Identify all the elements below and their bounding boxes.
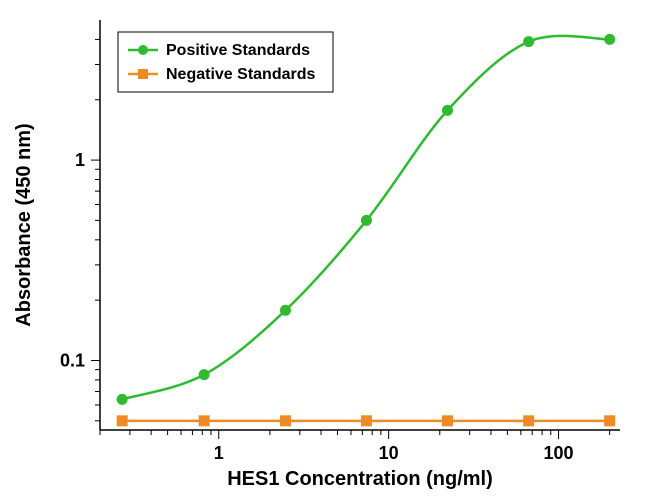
x-tick-label: 1 <box>214 443 224 463</box>
legend-marker-square <box>138 69 148 79</box>
data-marker-square <box>117 416 127 426</box>
x-tick-label: 100 <box>544 443 574 463</box>
y-tick-label: 0.1 <box>60 350 85 370</box>
y-tick-label: 1 <box>75 150 85 170</box>
data-marker-circle <box>280 305 290 315</box>
data-marker-square <box>524 416 534 426</box>
data-marker-square <box>361 416 371 426</box>
data-marker-square <box>280 416 290 426</box>
data-marker-circle <box>117 394 127 404</box>
chart-svg: 1101000.11HES1 Concentration (ng/ml)Abso… <box>0 0 650 500</box>
data-marker-circle <box>361 215 371 225</box>
data-marker-circle <box>605 34 615 44</box>
data-marker-circle <box>199 370 209 380</box>
x-tick-label: 10 <box>379 443 399 463</box>
legend-label: Negative Standards <box>166 66 315 83</box>
data-marker-square <box>605 416 615 426</box>
data-marker-circle <box>524 37 534 47</box>
chart-background <box>0 0 650 500</box>
x-axis-title: HES1 Concentration (ng/ml) <box>227 468 493 490</box>
data-marker-square <box>199 416 209 426</box>
chart-container: 1101000.11HES1 Concentration (ng/ml)Abso… <box>0 0 650 500</box>
legend-marker-circle <box>138 45 148 55</box>
legend-label: Positive Standards <box>166 42 310 59</box>
data-marker-circle <box>442 105 452 115</box>
y-axis-title: Absorbance (450 nm) <box>13 123 35 326</box>
data-marker-square <box>442 416 452 426</box>
